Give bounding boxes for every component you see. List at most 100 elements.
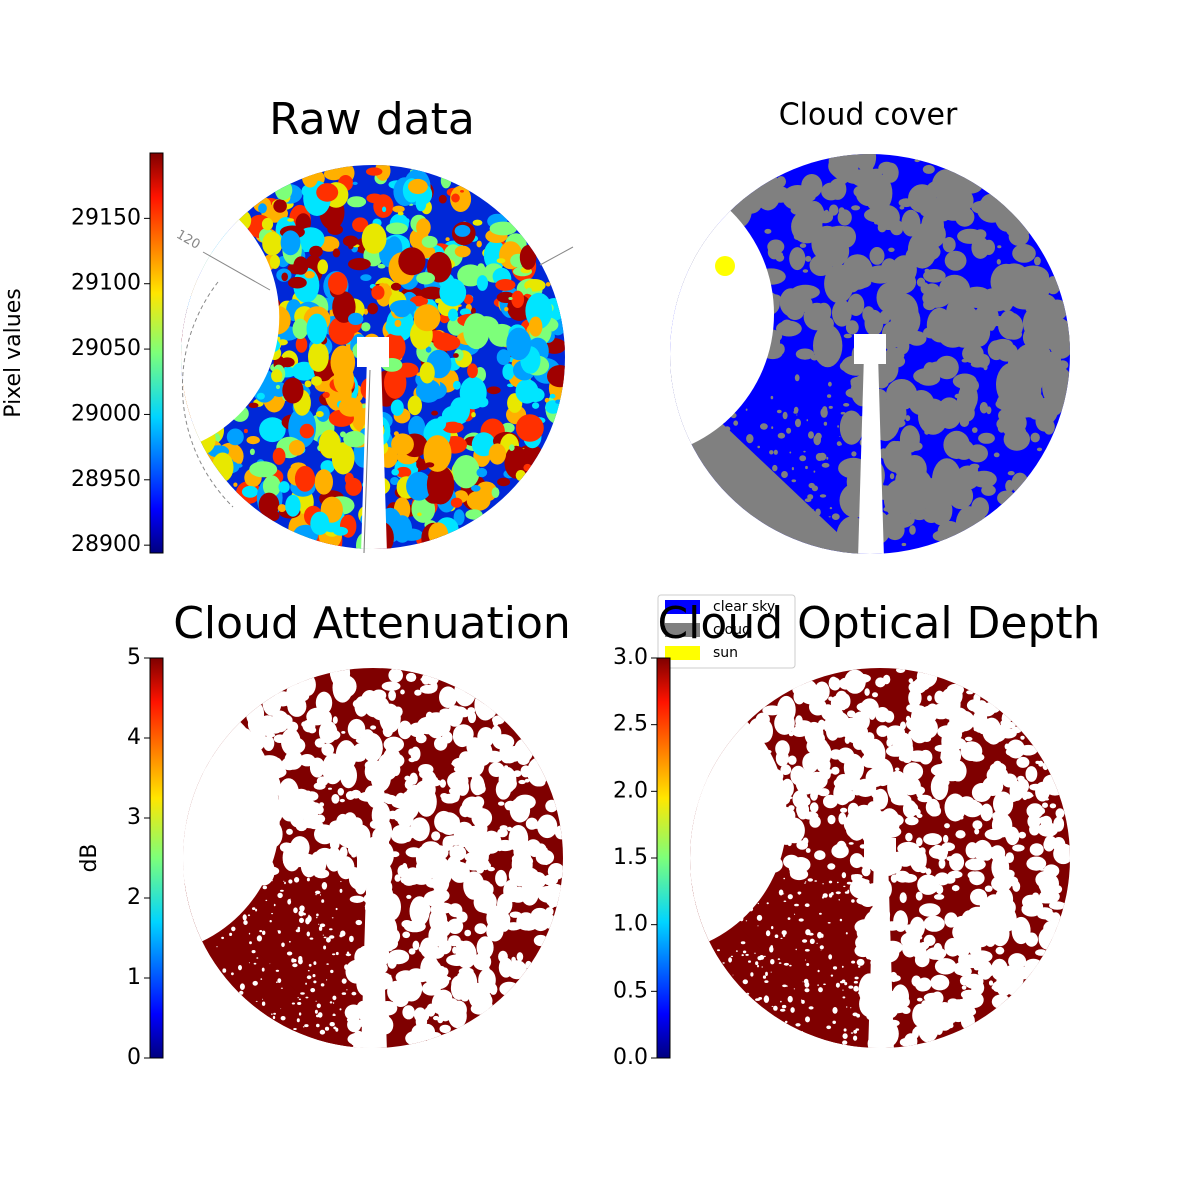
image-blob: [799, 455, 807, 462]
image-blob: [247, 914, 251, 917]
image-blob: [812, 509, 814, 511]
image-blob: [459, 376, 487, 410]
image-blob: [482, 864, 489, 871]
image-blob: [508, 925, 516, 931]
image-blob: [309, 245, 323, 258]
image-blob: [958, 172, 984, 194]
image-blob: [545, 907, 554, 917]
image-blob: [816, 942, 818, 944]
image-blob: [1001, 212, 1022, 224]
image-blob: [911, 975, 922, 987]
image-blob: [308, 341, 329, 372]
image-blob: [795, 715, 803, 727]
image-blob: [1004, 743, 1010, 750]
image-blob: [851, 899, 855, 903]
image-blob: [916, 277, 926, 287]
image-blob: [889, 473, 895, 480]
image-blob: [874, 811, 889, 826]
image-blob: [460, 993, 470, 1002]
image-blob: [486, 706, 491, 710]
image-blob: [318, 923, 320, 925]
colorbar-tick-label: 29000: [71, 401, 141, 426]
image-blob: [318, 926, 323, 931]
image-blob: [523, 463, 532, 472]
image-blob: [482, 965, 490, 974]
image-blob: [327, 224, 344, 235]
image-blob: [979, 898, 998, 914]
image-blob: [333, 364, 355, 395]
image-blob: [996, 415, 1025, 433]
image-blob: [1038, 909, 1054, 918]
image-blob: [924, 283, 940, 296]
image-blob: [835, 982, 840, 988]
image-blob: [775, 503, 778, 507]
image-blob: [249, 941, 252, 945]
image-blob: [404, 775, 411, 781]
image-blob: [425, 711, 434, 722]
image-blob: [887, 770, 909, 803]
image-blob: [315, 411, 324, 418]
image-blob: [938, 858, 946, 869]
image-blob: [316, 916, 318, 919]
image-blob: [1056, 381, 1061, 388]
image-blob: [931, 979, 944, 988]
image-blob: [1035, 949, 1048, 956]
image-blob: [1036, 447, 1043, 452]
image-blob: [287, 899, 292, 905]
image-blob: [537, 814, 558, 839]
image-blob: [504, 307, 509, 312]
image-blob: [839, 436, 841, 437]
image-blob: [318, 429, 341, 459]
mask-arm: [361, 858, 387, 1048]
image-blob: [258, 492, 280, 517]
image-blob: [741, 954, 744, 957]
image-blob: [304, 271, 315, 279]
image-blob: [459, 751, 473, 764]
image-blob: [805, 465, 808, 470]
image-blob: [981, 847, 999, 856]
image-blob: [476, 467, 488, 478]
image-blob: [371, 689, 387, 702]
image-blob: [384, 366, 407, 399]
image-blob: [518, 779, 526, 785]
image-blob: [988, 980, 994, 986]
image-blob: [256, 935, 262, 942]
image-blob: [439, 779, 446, 788]
image-blob: [304, 380, 312, 388]
image-blob: [238, 965, 242, 971]
image-blob: [980, 803, 993, 822]
image-blob: [801, 521, 805, 524]
image-blob: [848, 842, 854, 845]
image-blob: [288, 879, 293, 884]
image-blob: [1065, 349, 1070, 354]
image-blob: [292, 963, 298, 968]
image-blob: [898, 198, 914, 208]
image-blob: [394, 319, 402, 327]
image-blob: [776, 409, 782, 414]
image-blob: [274, 713, 293, 727]
image-blob: [534, 778, 546, 787]
image-blob: [1022, 323, 1055, 352]
image-blob: [307, 681, 314, 691]
image-blob: [348, 243, 354, 250]
image-blob: [516, 952, 524, 962]
mask-center: [864, 838, 896, 868]
image-blob: [795, 948, 797, 951]
image-blob: [841, 872, 847, 879]
image-blob: [385, 222, 408, 235]
colorbar-label: Pixel values: [1, 288, 26, 417]
sun-marker: [715, 256, 735, 276]
colorbar-tick-label: 1.0: [613, 912, 648, 937]
image-blob: [745, 481, 753, 486]
image-blob: [511, 956, 516, 963]
image-blob: [342, 235, 359, 247]
image-blob: [748, 508, 753, 515]
image-blob: [1034, 256, 1041, 266]
image-blob: [965, 858, 986, 871]
image-blob: [899, 205, 905, 210]
image-blob: [306, 313, 328, 345]
image-blob: [783, 854, 800, 869]
image-blob: [764, 980, 769, 983]
image-blob: [293, 256, 309, 275]
image-blob: [259, 417, 286, 443]
